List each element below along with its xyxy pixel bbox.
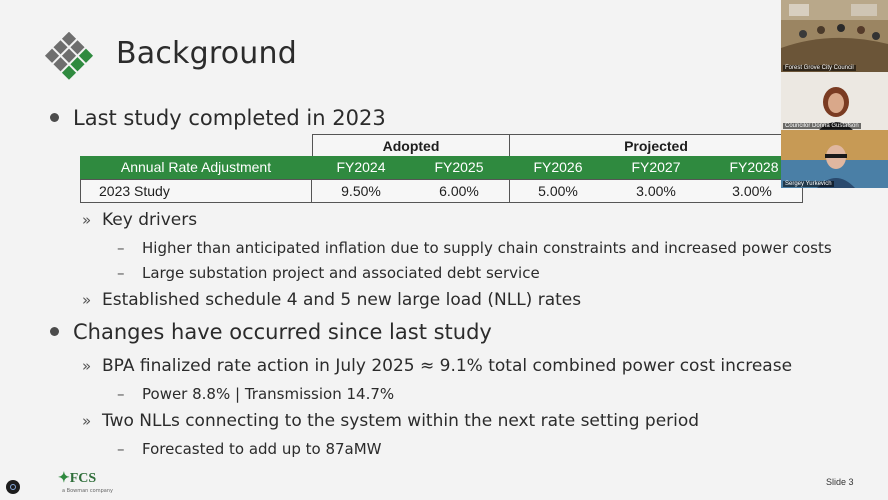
table-group-projected: Projected [509, 134, 803, 157]
participant-video-thumbnail [781, 72, 888, 130]
participant-video-thumbnail [781, 130, 888, 188]
table-cell: 3.00% [636, 183, 676, 199]
video-tile-councilor[interactable]: Councilor Donna Gustafson [781, 72, 888, 130]
table-header-row: Annual Rate Adjustment FY2024 FY2025 FY2… [80, 156, 803, 179]
table-cell: 3.00% [732, 183, 772, 199]
slide-number: Slide 3 [826, 477, 854, 487]
fcs-logo-text: FCS [69, 471, 97, 486]
participant-name: Sergey Yurkevich [783, 181, 834, 187]
table-divider [311, 180, 312, 202]
app-logo-icon[interactable] [6, 480, 20, 494]
bullet-level2: » BPA finalized rate action in July 2025 … [82, 356, 793, 376]
table-row-label: 2023 Study [99, 183, 170, 199]
bullet-text: Key drivers [102, 210, 198, 230]
table-header-year: FY2025 [434, 159, 484, 175]
table-header-year: FY2027 [631, 159, 681, 175]
bullet-dot-icon [50, 113, 59, 122]
bullet-text: Two NLLs connecting to the system within… [102, 411, 700, 431]
video-tile-presenter[interactable]: Sergey Yurkevich [781, 130, 888, 188]
council-chamber-thumbnail [781, 0, 888, 72]
fcs-diamond-logo-icon [44, 32, 94, 80]
fcs-mark-icon: ✦ [58, 471, 70, 486]
bullet-level3: – Forecasted to add up to 87aMW [117, 440, 382, 458]
bullet-level3: – Higher than anticipated inflation due t… [117, 239, 832, 257]
bullet-level3: – Large substation project and associated… [117, 264, 540, 282]
slide-title: Background [116, 36, 297, 71]
bullet-dot-icon [50, 327, 59, 336]
rate-adjustment-table: Adopted Projected Annual Rate Adjustment… [80, 134, 803, 203]
bullet-text: Changes have occurred since last study [73, 320, 492, 344]
bullet-level3: – Power 8.8% | Transmission 14.7% [117, 385, 395, 403]
fcs-footer-logo: ✦FCS [58, 470, 96, 487]
bullet-text: Power 8.8% | Transmission 14.7% [142, 385, 395, 403]
bullet-text: Forecasted to add up to 87aMW [142, 440, 382, 458]
table-row: 2023 Study 9.50% 6.00% 5.00% 3.00% 3.00% [80, 179, 803, 203]
video-tile-council[interactable]: Forest Grove City Council [781, 0, 888, 72]
table-divider [509, 180, 510, 202]
bullet-level1: Changes have occurred since last study [50, 320, 492, 344]
bullet-text: Established schedule 4 and 5 new large l… [102, 290, 582, 310]
bullet-text: Large substation project and associated … [142, 264, 540, 282]
participant-name: Councilor Donna Gustafson [783, 123, 861, 129]
bullet-text: Higher than anticipated inflation due to… [142, 239, 832, 257]
fcs-logo-subtitle: a Bowman company [62, 488, 113, 494]
table-group-adopted: Adopted [312, 134, 510, 157]
bullet-level2: » Two NLLs connecting to the system withi… [82, 411, 700, 431]
table-header-year: FY2024 [336, 159, 386, 175]
table-header-label: Annual Rate Adjustment [120, 159, 272, 175]
bullet-level2: » Key drivers [82, 210, 198, 230]
table-cell: 9.50% [341, 183, 381, 199]
table-divider [312, 134, 313, 156]
table-header-year: FY2026 [533, 159, 583, 175]
participant-name: Forest Grove City Council [783, 65, 856, 71]
bullet-level1: Last study completed in 2023 [50, 106, 386, 130]
table-header-year: FY2028 [729, 159, 779, 175]
bullet-text: Last study completed in 2023 [73, 106, 386, 130]
table-cell: 6.00% [439, 183, 479, 199]
bullet-text: BPA finalized rate action in July 2025 ≈… [102, 356, 793, 376]
table-cell: 5.00% [538, 183, 578, 199]
bullet-level2: » Established schedule 4 and 5 new large … [82, 290, 582, 310]
